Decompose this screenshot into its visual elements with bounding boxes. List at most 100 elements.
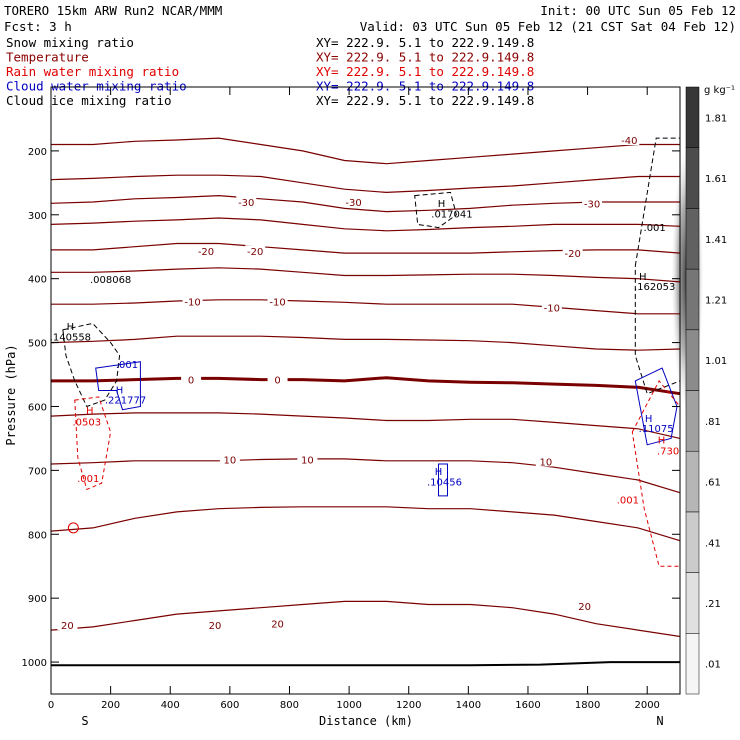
isotherm-label-bg	[562, 247, 583, 259]
isotherm-label-bg	[267, 373, 288, 385]
y-tick-label: 300	[28, 211, 47, 222]
x-tick-label: 800	[280, 700, 299, 711]
isotherm-label-bg	[541, 301, 562, 313]
extremum-label: .221777	[105, 395, 146, 406]
north-label: N	[656, 714, 663, 728]
isotherm--15	[51, 267, 681, 283]
x-tick-label: 0	[48, 700, 54, 711]
isotherm--20	[51, 242, 681, 254]
isotherm-15	[50, 506, 681, 542]
isotherm--10	[51, 299, 680, 315]
isotherm-label: -10	[544, 303, 560, 314]
terrain-surface	[51, 661, 680, 667]
y-axis-label: Pressure (hPa)	[4, 344, 18, 445]
colorbar-label: .41	[705, 538, 721, 549]
cloud-ice-contour	[62, 322, 121, 408]
rain-water-contour	[67, 522, 79, 534]
rain-water-contour	[74, 396, 112, 491]
colorbar-cell	[685, 511, 700, 573]
extremum-label: .017041	[431, 209, 472, 220]
colorbar-cell	[685, 86, 700, 148]
extremum-label: .008068	[90, 275, 131, 286]
field-xy-range: XY= 222.9. 5.1 to 222.9.149.8	[316, 50, 534, 65]
isotherm-0	[51, 376, 681, 396]
valid-time: Valid: 03 UTC Sun 05 Feb 12 (21 CST Sat …	[360, 19, 736, 34]
isotherm-label-bg	[582, 197, 603, 209]
extremum-label: H	[438, 199, 446, 210]
init-time: Init: 00 UTC Sun 05 Feb 12	[540, 3, 736, 18]
field-xy-range: XY= 222.9. 5.1 to 222.9.149.8	[316, 93, 534, 108]
colorbar-cell	[685, 147, 700, 209]
rain-water-contour	[631, 379, 681, 567]
field-xy-range: XY= 222.9. 5.1 to 222.9.149.8	[316, 64, 534, 79]
isotherm--40	[51, 137, 680, 165]
forecast-hour: Fcst: 3 h	[4, 19, 72, 34]
colorbar-cell	[685, 572, 700, 634]
extremum-label: H	[435, 467, 443, 478]
field-name: Temperature	[6, 50, 89, 65]
y-tick-label: 1000	[22, 658, 47, 669]
extremum-label: H	[639, 272, 647, 283]
extremum-label: .001	[617, 496, 639, 507]
colorbar-units: g kg⁻¹	[704, 85, 735, 96]
isotherm-label: 20	[61, 621, 74, 632]
x-tick-label: 2000	[634, 700, 659, 711]
colorbar-cell	[685, 208, 700, 270]
colorbar-label: 1.21	[705, 295, 727, 306]
colorbar-cell	[685, 450, 700, 513]
extremum-label: .001	[116, 360, 138, 371]
extremum-label: .001	[77, 474, 99, 485]
isotherm-label: -40	[621, 136, 637, 147]
isotherm-label: -20	[198, 247, 214, 258]
y-tick-label: 200	[28, 147, 47, 158]
isotherm-label-bg	[196, 245, 217, 257]
field-name: Rain water mixing ratio	[6, 64, 179, 79]
extremum-label: .001	[644, 223, 666, 234]
field-name: Snow mixing ratio	[6, 35, 134, 50]
extremum-label: H	[67, 322, 75, 333]
isotherm-label: -20	[247, 247, 263, 258]
isotherm-label-bg	[181, 373, 202, 385]
isotherm-label-bg	[267, 295, 288, 307]
isotherm-label: 20	[209, 621, 222, 632]
isotherm-label-bg	[267, 617, 288, 629]
extremum-label: .11075	[639, 424, 674, 435]
isotherm-label-bg	[57, 618, 78, 630]
extremum-label: H	[116, 386, 124, 397]
isotherm-label: -10	[184, 298, 200, 309]
x-tick-label: 400	[161, 700, 180, 711]
field-name: Cloud ice mixing ratio	[6, 93, 172, 108]
colorbar-label: 1.81	[705, 113, 727, 124]
plot-frame	[50, 86, 681, 695]
extremum-label: .0503	[72, 418, 101, 429]
isotherm-label: 20	[271, 620, 284, 631]
colorbar-label: 1.01	[705, 356, 727, 367]
cloud-water-contour	[634, 367, 678, 446]
extremum-label: .162053	[634, 282, 675, 293]
colorbar-label: .21	[705, 599, 721, 610]
x-tick-label: 1600	[515, 700, 540, 711]
y-tick-label: 600	[28, 402, 47, 413]
isotherm-5	[50, 412, 681, 439]
y-tick-label: 900	[28, 594, 47, 605]
isotherm-label-bg	[343, 196, 364, 208]
cloud-ice-contour	[414, 191, 457, 229]
colorbar-label: 1.41	[705, 235, 727, 246]
y-tick-label: 700	[28, 466, 47, 477]
colorbar-cell	[685, 633, 700, 695]
isotherm-label-bg	[245, 245, 266, 257]
cloud-water-contour	[438, 463, 448, 497]
colorbar-label: .81	[705, 417, 721, 428]
field-xy-range: XY= 222.9. 5.1 to 222.9.149.8	[316, 35, 534, 50]
extremum-label: .730	[657, 446, 679, 457]
y-tick-label: 500	[28, 339, 47, 350]
isotherm-label: 10	[301, 456, 314, 467]
colorbar-label: .61	[705, 478, 721, 489]
colorbar-label: .01	[705, 660, 721, 671]
y-tick-label: 400	[28, 275, 47, 286]
isotherm-20	[50, 600, 681, 638]
isotherm-label-bg	[219, 453, 240, 465]
isotherm--5	[50, 335, 681, 351]
isotherm-label: -30	[345, 198, 361, 209]
colorbar-cell	[685, 329, 700, 391]
